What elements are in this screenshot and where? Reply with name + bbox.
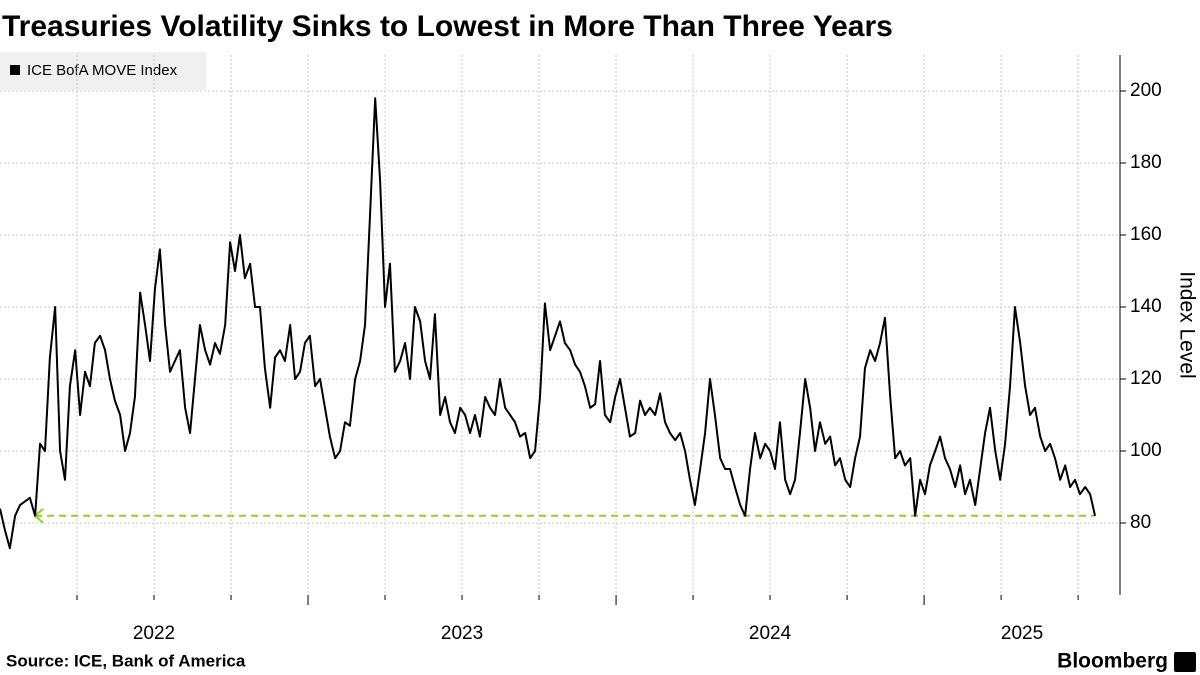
y-tick-label: 120: [1130, 368, 1162, 389]
legend-box: [0, 52, 206, 90]
y-tick-label: 80: [1130, 512, 1151, 533]
x-tick-label: 2022: [133, 623, 175, 644]
legend-swatch: [10, 65, 20, 75]
x-tick-label: 2024: [749, 623, 792, 644]
y-tick-label: 140: [1130, 296, 1162, 317]
x-tick-label: 2023: [441, 623, 483, 644]
x-tick-label: 2025: [1001, 623, 1043, 644]
legend-label: ICE BofA MOVE Index: [27, 62, 178, 79]
y-tick-label: 180: [1130, 152, 1162, 173]
series-line: [0, 97, 1097, 550]
brand: Bloomberg: [1057, 650, 1168, 673]
y-tick-label: 100: [1130, 440, 1162, 461]
y-tick-label: 200: [1130, 80, 1162, 101]
source: Source: ICE, Bank of America: [6, 651, 246, 670]
y-tick-label: 160: [1130, 224, 1162, 245]
chart-title: Treasuries Volatility Sinks to Lowest in…: [2, 10, 893, 43]
y-axis-label: Index Level: [1175, 271, 1198, 378]
brand-icon: [1174, 652, 1196, 672]
